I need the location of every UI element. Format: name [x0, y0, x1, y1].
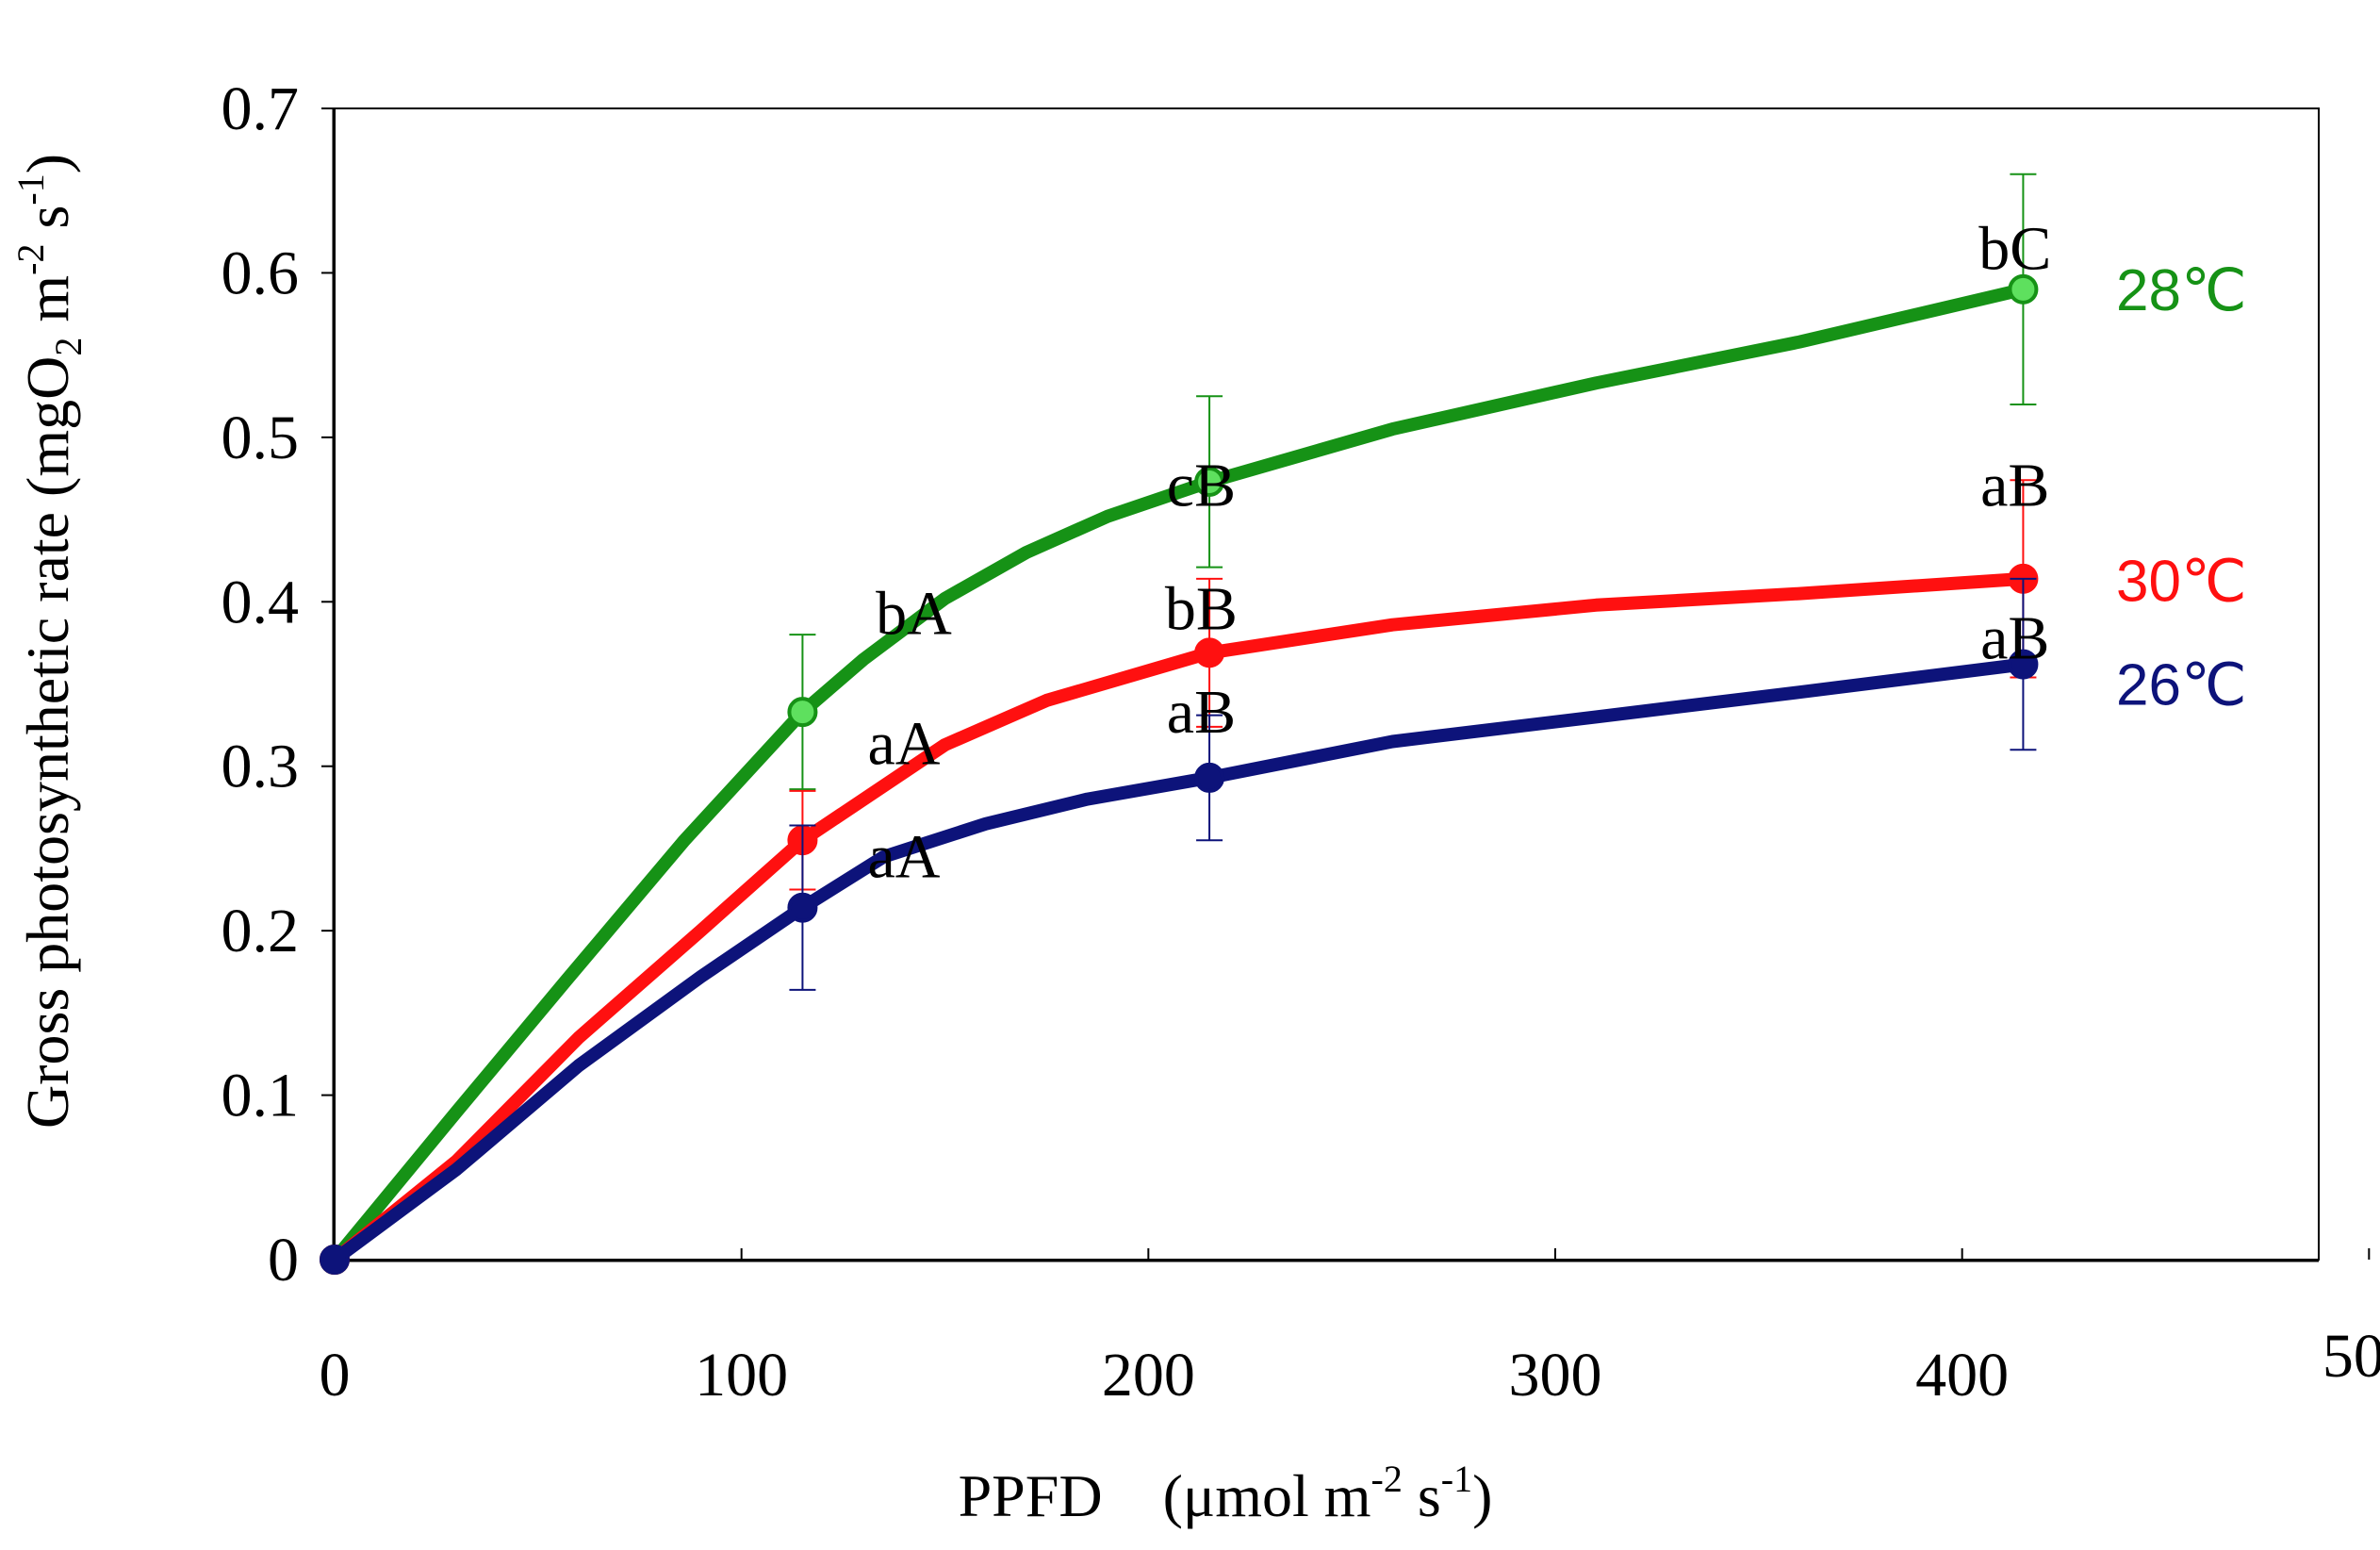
annotation-28: bA: [876, 579, 952, 648]
x-tick-label: 0: [320, 1341, 351, 1410]
data-point-28: [1194, 466, 1225, 497]
data-point-26: [2008, 649, 2039, 680]
annotation-30: bB: [1165, 574, 1238, 643]
x-axis-ticks: 0 100 200 300 400 500: [320, 1248, 2380, 1410]
annotation-30: aB: [1980, 451, 2049, 519]
y-axis-label: Gross photosynthetic rate (mgO2 m-2 s-1): [9, 154, 90, 1129]
data-point-26: [787, 892, 818, 923]
annotation-26: aB: [1167, 678, 1236, 747]
series-line-26: [328, 657, 2030, 1266]
data-point-26: [320, 1245, 350, 1275]
annotation-28: bC: [1978, 214, 2051, 283]
series-line-30: [328, 571, 2030, 1266]
x-axis-label: PPFD (μmol m-2 s-1): [959, 1458, 1493, 1529]
data-point-26: [1194, 762, 1225, 793]
y-axis-ticks: 0 0.1 0.2 0.3 0.4 0.5 0.6 0.7: [222, 74, 335, 1294]
x-tick-label: 100: [695, 1341, 788, 1410]
y-tick-label: 0: [268, 1226, 299, 1294]
annotation-26: aB: [1980, 604, 2049, 673]
x-tick-label: 500: [2323, 1322, 2380, 1391]
annotation-28: cB: [1167, 451, 1236, 519]
legend-label-26: 26℃: [2116, 653, 2247, 718]
legend-label-28: 28℃: [2116, 258, 2247, 323]
series-26: [320, 577, 2039, 1275]
x-tick-label: 400: [1915, 1341, 2009, 1410]
series-layer: [320, 173, 2039, 1275]
y-tick-label: 0.7: [222, 74, 300, 143]
x-tick-label: 300: [1509, 1341, 1602, 1410]
y-tick-label: 0.4: [222, 568, 300, 636]
labels-layer: bA cB bC 28℃ aA bB aB 30℃ aA aB aB 26℃: [867, 214, 2246, 891]
data-point-28: [2008, 273, 2039, 305]
series-line-28: [328, 282, 2030, 1266]
data-point-30: [1194, 637, 1225, 668]
x-tick-label: 200: [1102, 1341, 1195, 1410]
y-tick-label: 0.5: [222, 404, 300, 472]
y-tick-label: 0.3: [222, 733, 300, 801]
y-tick-label: 0.2: [222, 897, 300, 965]
y-tick-label: 0.1: [222, 1062, 300, 1130]
annotation-26: aA: [867, 823, 940, 892]
annotation-30: aA: [867, 709, 940, 778]
legend-label-30: 30℃: [2116, 550, 2247, 615]
axes: [332, 107, 2320, 1262]
data-point-28: [787, 697, 818, 728]
y-tick-label: 0.6: [222, 239, 300, 307]
